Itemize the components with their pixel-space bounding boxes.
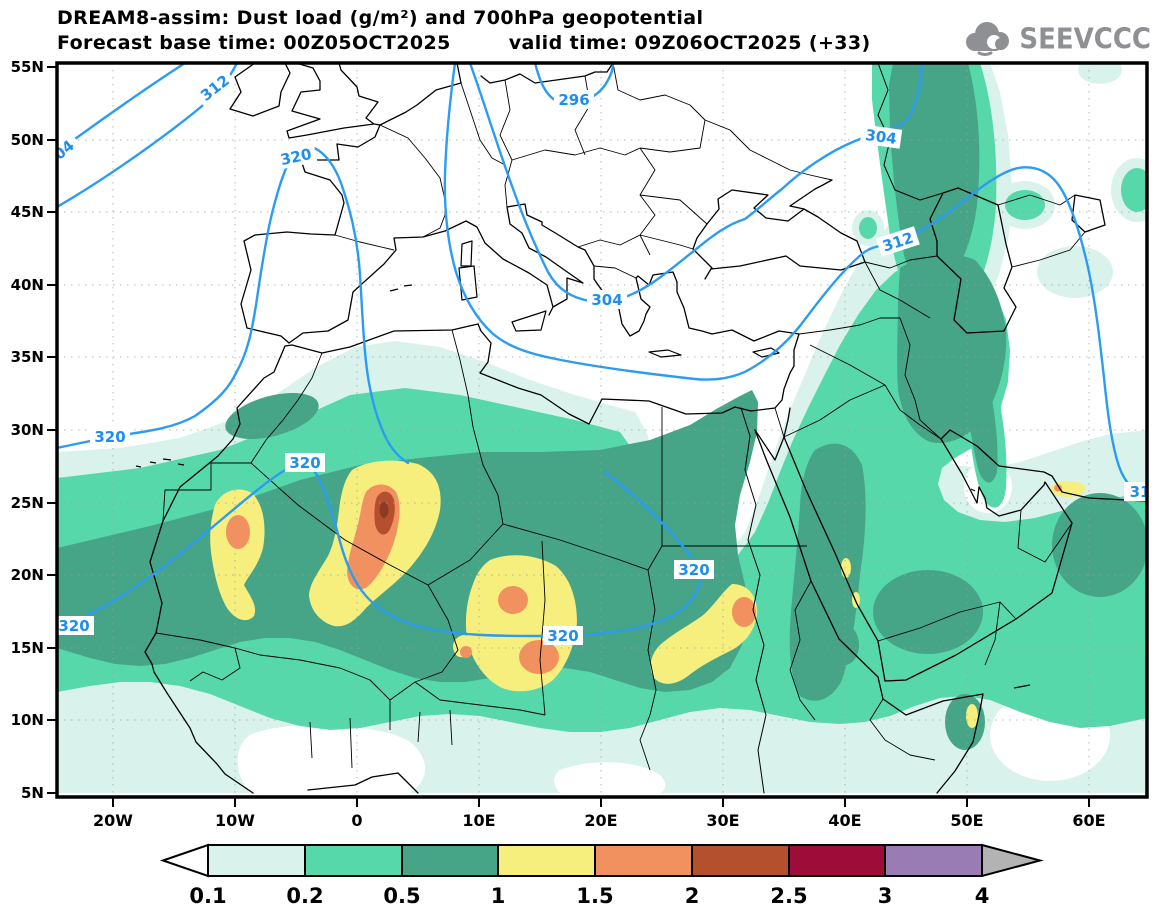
colorbar-over-arrow [981,843,1044,878]
contour-label: 320 [279,145,313,169]
colorbar-tick-label: 1.5 [576,884,613,907]
map-title: DREAM8-assim: Dust load (g/m²) and 700hP… [57,7,704,29]
colorbar-cell [788,844,886,877]
contour-label: 320 [58,617,89,635]
lat-label: 25N [11,494,44,512]
colorbar-cell [691,844,790,877]
colorbar-cell [594,844,693,877]
lon-label: 20E [584,811,617,830]
lat-label: 10N [11,711,44,729]
map-plot-area: 04 312 320 320 296 304 304 312 320 320 3… [57,63,1151,797]
colorbar-cell [497,844,596,877]
valid-time: valid time: 09Z06OCT2025 (+33) [508,32,871,54]
lat-label: 35N [11,348,44,366]
contour-label: 304 [864,126,898,148]
lon-label: 20W [93,811,133,830]
colorbar-tick-label: 4 [975,884,990,907]
dust-fill-level-2.5 [379,502,389,518]
colorbar-tick-label: 0.1 [189,884,226,907]
longitude-axis: 20W 10W 0 10E 20E 30E 40E 50E 60E [93,811,1106,830]
colorbar-tick-label: 0.2 [286,884,323,907]
lat-label: 15N [11,639,44,657]
lon-label: 10W [215,811,255,830]
forecast-base-time: Forecast base time: 00Z05OCT2025 [57,32,451,54]
contour-labels: 04 312 320 320 296 304 304 312 320 320 3… [57,67,1151,645]
contour-304-nw [57,63,187,154]
colorbar-tick-label: 2 [685,884,700,907]
lon-label: 0 [351,811,362,830]
lat-label: 20N [11,566,44,584]
lat-label: 30N [11,421,44,439]
seevccc-logo: SEEVCCC [961,20,1151,60]
contour-label: 320 [94,428,125,446]
country-borders [155,63,1086,771]
lat-label: 55N [11,58,44,76]
time-line: Forecast base time: 00Z05OCT2025 valid ti… [57,31,871,56]
contour-label: 320 [289,454,320,472]
latitude-axis: 55N 50N 45N 40N 35N 30N 25N 20N 15N 10N … [11,58,44,802]
axis-ticks [47,66,1090,807]
title-block: DREAM8-assim: Dust load (g/m²) and 700hP… [57,6,871,56]
islands [135,240,1031,689]
colorbar-cell [207,844,306,877]
colorbar-under-arrow [159,843,209,878]
lon-label: 10E [462,811,495,830]
lon-label: 60E [1072,811,1105,830]
lon-label: 30E [706,811,739,830]
logo-text: SEEVCCC [1019,23,1151,57]
lat-label: 5N [21,784,44,802]
colorbar-cell [304,844,403,877]
colorbar-tick-label: 1 [491,884,506,907]
contour-label: 296 [558,91,589,109]
contour-label: 304 [591,291,622,309]
lat-label: 50N [11,131,44,149]
lat-label: 40N [11,276,44,294]
colorbar-tick-label: 3 [878,884,893,907]
contour-312-east [443,63,1147,499]
colorbar: 0.1 0.2 0.5 1 1.5 2 2.5 3 4 [159,843,1044,907]
cloud-icon [961,20,1013,60]
lon-label: 50E [950,811,983,830]
coastlines [144,63,1147,794]
contour-304-europe [468,63,924,303]
colorbar-tick-label: 0.5 [383,884,420,907]
lon-label: 40E [828,811,861,830]
colorbar-cell [401,844,499,877]
colorbar-cell [884,844,983,877]
contour-label: 320 [678,561,709,579]
lat-label: 45N [11,203,44,221]
contour-label: 320 [547,627,578,645]
colorbar-tick-label: 2.5 [770,884,807,907]
contour-label: 31 [1130,483,1151,501]
